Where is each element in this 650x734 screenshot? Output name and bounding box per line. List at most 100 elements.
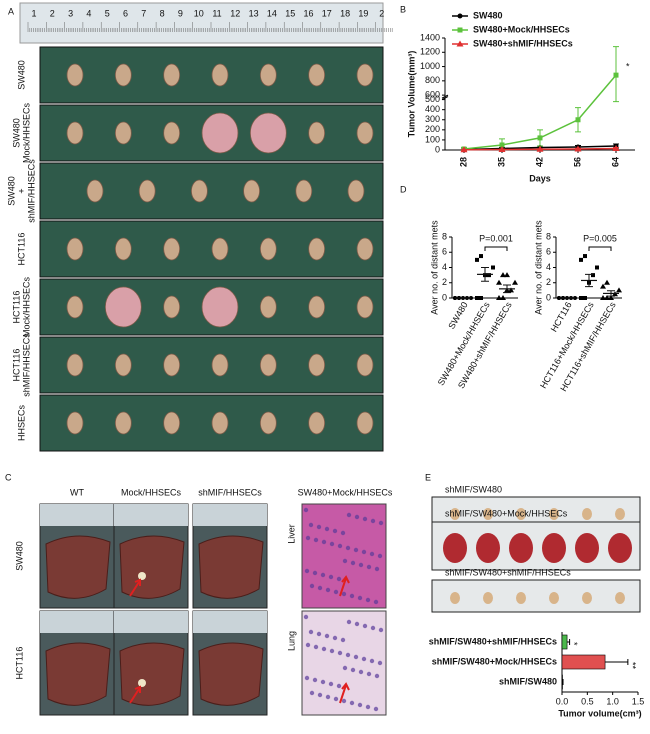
tumor — [483, 592, 493, 604]
cell — [366, 671, 372, 677]
ruler-label: 1 — [31, 8, 36, 18]
panel-letter: D — [400, 184, 407, 194]
row-label: HCT116 — [14, 647, 24, 680]
bar — [561, 654, 606, 670]
bar — [561, 634, 568, 650]
cell — [332, 635, 338, 641]
cell — [373, 599, 379, 605]
cell — [305, 535, 311, 541]
x-tick-label: 0.5 — [581, 696, 594, 706]
cell — [353, 547, 359, 553]
tumor — [163, 237, 181, 261]
cell — [346, 512, 352, 518]
cell — [303, 507, 309, 513]
point — [591, 273, 595, 278]
cell — [336, 683, 342, 689]
point — [575, 117, 581, 123]
legend-marker — [457, 13, 463, 19]
tumor — [615, 592, 625, 604]
cell — [316, 524, 322, 530]
y-tick-label: 300 — [425, 114, 440, 124]
photo-label: shMIF/SW480+Mock/HHSECs — [445, 508, 568, 518]
tumor — [249, 112, 287, 154]
cell — [333, 696, 339, 702]
tumor — [356, 237, 374, 261]
tumor — [201, 286, 239, 328]
cell — [361, 549, 367, 555]
sem-bar — [585, 273, 593, 288]
ruler-label: 9 — [178, 8, 183, 18]
liver — [45, 535, 111, 599]
point — [536, 145, 544, 152]
point — [583, 254, 587, 259]
ruler-label: 3 — [68, 8, 73, 18]
cell — [317, 585, 323, 591]
x-tick-label: SW480 — [446, 300, 469, 331]
ruler-strip — [40, 611, 114, 633]
y-tick-label: 2 — [546, 277, 551, 287]
cell — [305, 642, 311, 648]
cell — [346, 619, 352, 625]
liver — [198, 642, 264, 706]
tumor — [356, 121, 374, 145]
cell — [303, 614, 309, 620]
y-axis-label: Aver no. of distant mets — [533, 220, 543, 315]
point — [487, 273, 491, 278]
sem-bar — [607, 290, 615, 297]
cell — [378, 627, 384, 633]
cell — [369, 551, 375, 557]
panel-letter: B — [400, 4, 406, 14]
cell — [340, 530, 346, 536]
tumor — [450, 508, 460, 520]
cell — [357, 702, 363, 708]
point — [579, 257, 583, 262]
ruler-label: 11 — [212, 8, 221, 18]
cell — [324, 526, 330, 532]
tumor — [211, 411, 229, 435]
cell — [328, 574, 334, 580]
x-tick-label: 64 — [610, 157, 620, 167]
annotation: P=0.001 — [479, 233, 513, 243]
ruler-label: 13 — [249, 8, 259, 18]
annotation: P=0.005 — [583, 233, 617, 243]
cell — [308, 629, 314, 635]
row-label: SW480 — [6, 176, 16, 206]
panel-letter: A — [8, 6, 14, 16]
cell — [345, 545, 351, 551]
tumor — [615, 508, 625, 520]
ruler-label: 10 — [194, 8, 204, 18]
ruler-label: 2 — [50, 8, 55, 18]
cell — [366, 564, 372, 570]
tumor — [549, 508, 559, 520]
cell — [308, 522, 314, 528]
column-label: WT — [70, 487, 84, 497]
ruler-label: 4 — [86, 8, 91, 18]
photo-label: shMIF/SW480 — [445, 484, 502, 494]
tumor — [582, 508, 592, 520]
tumor — [163, 295, 181, 319]
y-tick-label: 1000 — [420, 61, 440, 71]
tumor — [86, 179, 104, 203]
point — [579, 296, 583, 300]
cell — [321, 646, 327, 652]
ruler-label: 17 — [322, 8, 332, 18]
cell — [341, 591, 347, 597]
tumor — [104, 286, 142, 328]
cell — [332, 528, 338, 534]
cell — [374, 566, 380, 572]
cell — [316, 631, 322, 637]
ruler — [19, 2, 384, 44]
y-tick-label: 1200 — [420, 47, 440, 57]
bar — [561, 674, 563, 690]
error-bar — [605, 659, 629, 665]
liver — [119, 535, 185, 599]
cell — [313, 644, 319, 650]
annotation: * — [569, 642, 579, 646]
sem-bar — [481, 267, 489, 282]
tumor — [114, 63, 132, 87]
ruler-label: 6 — [123, 8, 128, 18]
tumor — [347, 179, 365, 203]
tumor — [66, 353, 84, 377]
cell — [324, 633, 330, 639]
